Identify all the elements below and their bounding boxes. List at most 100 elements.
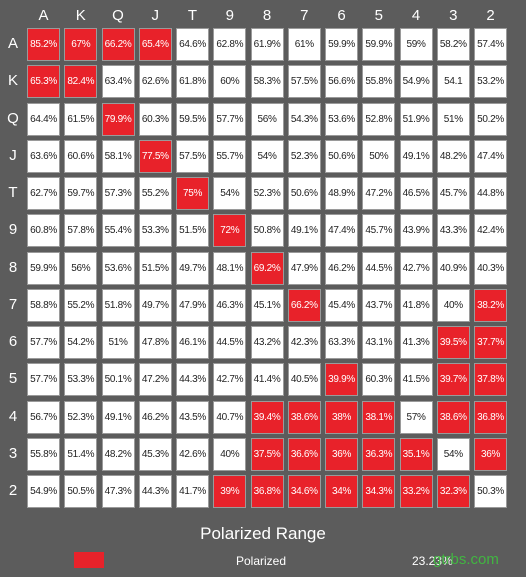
- hand-cell: 46.1%: [176, 326, 209, 359]
- hand-cell: 42.4%: [474, 214, 507, 248]
- legend-label: Polarized: [236, 554, 287, 568]
- column-label-6: 6: [337, 7, 346, 24]
- hand-cell: 64.4%: [27, 102, 60, 136]
- hand-cell: 53.3%: [64, 363, 98, 397]
- hand-cell: 49.7%: [138, 288, 172, 322]
- hand-cell: 44.3%: [138, 475, 172, 508]
- hand-cell: 48.1%: [213, 251, 247, 285]
- hand-cell: 34.3%: [362, 475, 396, 508]
- hand-cell: 85.2%: [27, 28, 60, 61]
- hand-cell: 53.2%: [474, 65, 507, 99]
- column-label-9: 9: [225, 7, 234, 24]
- hand-cell: 44.5%: [213, 326, 247, 359]
- hand-cell: 47.2%: [138, 363, 172, 397]
- hand-cell: 51.4%: [64, 437, 98, 471]
- hand-cell: 57.7%: [27, 363, 60, 397]
- hand-cell: 37.7%: [474, 326, 507, 359]
- hand-cell: 64.6%: [176, 28, 209, 61]
- row-label-3: 3: [8, 444, 18, 462]
- hand-cell: 57.7%: [27, 326, 60, 359]
- hand-cell: 48.9%: [325, 177, 358, 210]
- column-label-7: 7: [300, 7, 309, 24]
- hand-cell: 58.2%: [436, 28, 470, 61]
- hand-cell: 56%: [64, 251, 98, 285]
- hand-cell: 42.7%: [399, 251, 433, 285]
- hand-cell: 50.1%: [101, 363, 135, 397]
- hand-cell: 41.4%: [250, 363, 284, 397]
- hand-cell: 42.7%: [213, 363, 247, 397]
- hand-cell: 60%: [213, 65, 247, 99]
- hand-cell: 56.7%: [27, 400, 60, 434]
- hand-cell: 32.3%: [436, 475, 470, 508]
- hand-cell: 47.2%: [362, 177, 396, 210]
- hand-cell: 45.7%: [436, 177, 470, 210]
- hand-cell: 52.8%: [362, 102, 396, 136]
- hand-cell: 54.1: [436, 65, 470, 99]
- hand-cell: 47.8%: [138, 326, 172, 359]
- row-label-j: J: [9, 146, 17, 164]
- hand-cell: 57.3%: [101, 177, 135, 210]
- hand-cell: 36.8%: [474, 400, 507, 434]
- hand-cell: 52.3%: [287, 139, 321, 173]
- hand-cell: 53.6%: [325, 102, 358, 136]
- hand-cell: 61.8%: [176, 65, 209, 99]
- row-label-6: 6: [8, 333, 18, 350]
- legend-value: 23.23%: [412, 554, 453, 568]
- column-label-8: 8: [262, 7, 272, 24]
- hand-cell: 50.6%: [325, 139, 358, 173]
- hand-cell: 45.7%: [362, 214, 396, 248]
- hand-cell: 49.7%: [176, 251, 209, 285]
- row-label-a: A: [7, 35, 18, 52]
- hand-cell: 49.1%: [287, 214, 321, 248]
- hand-cell: 47.4%: [325, 214, 358, 248]
- hand-cell: 69.2%: [250, 251, 284, 285]
- hand-cell: 51.9%: [399, 102, 433, 136]
- hand-cell: 55.7%: [213, 139, 247, 173]
- hand-cell: 66.2%: [287, 288, 321, 322]
- hand-cell: 59.9%: [362, 28, 396, 61]
- hand-cell: 36%: [325, 437, 358, 471]
- column-label-a: A: [38, 7, 49, 24]
- hand-cell: 57.7%: [213, 102, 247, 136]
- hand-cell: 50.6%: [287, 177, 321, 210]
- hand-cell: 75%: [176, 177, 209, 210]
- hand-cell: 43.5%: [176, 400, 209, 434]
- row-label-2: 2: [8, 482, 18, 499]
- hand-cell: 62.7%: [27, 177, 60, 210]
- hand-cell: 44.8%: [474, 177, 507, 210]
- hand-cell: 50.5%: [64, 475, 98, 508]
- hand-cell: 51.8%: [101, 288, 135, 322]
- hand-cell: 44.3%: [176, 363, 209, 397]
- hand-cell: 50.2%: [474, 102, 507, 136]
- hand-cell: 57.8%: [64, 214, 98, 248]
- column-label-t: T: [187, 7, 198, 24]
- hand-cell: 39%: [213, 475, 247, 508]
- hand-cell: 59.5%: [176, 102, 209, 136]
- hand-cell: 58.1%: [101, 139, 135, 173]
- hand-cell: 41.8%: [399, 288, 433, 322]
- hand-cell: 57%: [399, 400, 433, 434]
- hand-cell: 54%: [213, 177, 247, 210]
- hand-cell: 54.3%: [287, 102, 321, 136]
- hand-cell: 38.2%: [474, 288, 507, 322]
- hand-cell: 45.1%: [250, 288, 284, 322]
- hand-cell: 44.5%: [362, 251, 396, 285]
- hand-cell: 60.3%: [362, 363, 396, 397]
- hand-cell: 55.2%: [64, 288, 98, 322]
- column-label-q: Q: [112, 7, 124, 24]
- hand-cell: 55.2%: [138, 177, 172, 210]
- row-label-k: K: [7, 72, 18, 90]
- hand-cell: 56%: [250, 102, 284, 136]
- hand-cell: 34%: [325, 475, 358, 508]
- hand-cell: 34.6%: [287, 475, 321, 508]
- hand-cell: 45.4%: [325, 288, 358, 322]
- hand-cell: 54.9%: [27, 475, 60, 508]
- hand-cell: 36%: [474, 437, 507, 471]
- chart-title: Polarized Range: [200, 524, 326, 543]
- row-label-7: 7: [8, 295, 18, 313]
- hand-cell: 51%: [101, 326, 135, 359]
- hand-cell: 65.4%: [138, 28, 172, 61]
- column-label-k: K: [75, 7, 86, 24]
- hand-cell: 41.7%: [176, 475, 209, 508]
- hand-cell: 61.5%: [64, 102, 98, 136]
